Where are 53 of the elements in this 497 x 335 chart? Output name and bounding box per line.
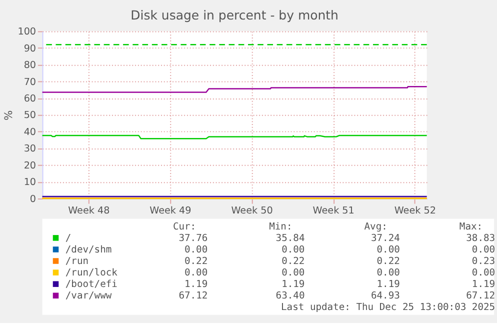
legend-label: / [65,232,72,244]
text: Last update: Thu Dec 25 13:00:03 2025 [281,302,496,314]
text: 0.00 [376,244,400,256]
text: 1.19 [282,278,305,290]
y-tick-label: 50 [24,110,36,122]
text: 0.00 [376,267,400,278]
text: 35.84 [276,232,305,244]
text: Min: [269,221,292,232]
text: 0.22 [376,256,400,267]
y-tick-label: 20 [24,160,36,172]
text: 37.24 [370,232,400,244]
text: 37.76 [178,232,208,244]
legend-label: /var/www [65,290,112,302]
text: 0.22 [282,256,305,267]
text: Cur: [172,221,196,232]
text: 0.22 [184,256,208,267]
y-tick-label: 60 [24,94,36,105]
text: 0.00 [472,244,496,256]
chart-title: Disk usage in percent - by month [130,8,338,23]
text: Max: [459,221,483,232]
y-tick-label: 0 [30,194,36,205]
text: 0.00 [184,267,208,278]
y-tick-label: 100 [18,26,36,38]
text: 64.93 [370,290,400,302]
legend-label: /run/lock [65,267,118,278]
text: 1.19 [472,278,496,290]
x-tick-label: Week 51 [312,205,354,216]
x-tick-label: Week 48 [68,205,110,216]
y-tick-label: 40 [24,126,36,138]
x-tick-label: Week 52 [394,205,436,216]
text: 0.00 [282,267,305,278]
legend-label: /dev/shm [65,244,112,256]
y-tick-label: 30 [24,144,36,155]
text: 0.00 [282,244,305,256]
text: 38.83 [466,232,496,244]
text: 63.40 [276,290,305,302]
text: 67.12 [178,290,208,302]
y-tick-label: 10 [24,177,36,188]
y-axis-title: % [2,110,15,120]
text: 0.00 [184,244,208,256]
y-tick-label: 70 [24,76,36,88]
text: 0.23 [472,256,496,267]
text: 67.12 [466,290,496,302]
x-tick-label: Week 49 [150,205,192,216]
y-tick-label: 80 [24,60,36,72]
text: 1.19 [184,278,208,290]
y-tick-label: 90 [24,43,36,54]
text: 0.00 [472,267,496,278]
text: Avg: [364,221,388,232]
x-tick-label: Week 50 [231,205,273,216]
legend-label: /boot/efi [65,278,118,290]
legend-label: /run [65,256,89,267]
text: 1.19 [376,278,400,290]
